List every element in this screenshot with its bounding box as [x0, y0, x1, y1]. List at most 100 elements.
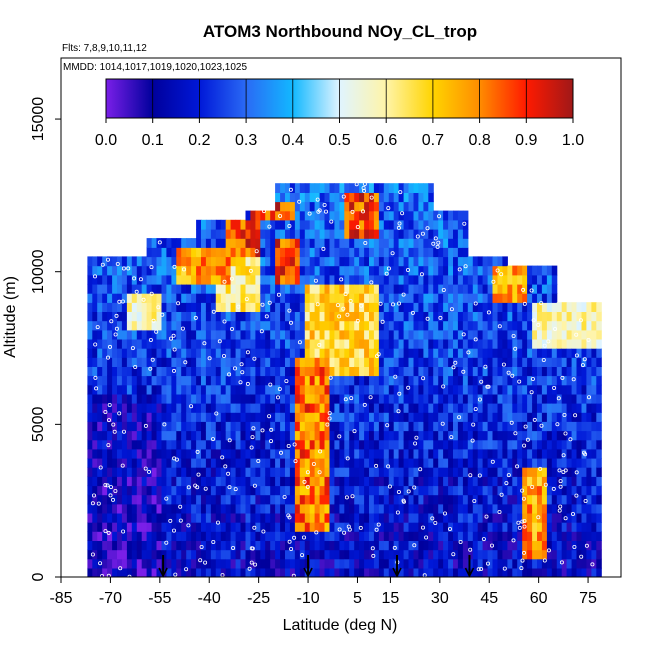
heatmap-cell — [364, 201, 370, 212]
sample-point — [574, 493, 579, 498]
heatmap-cell — [566, 540, 573, 551]
heatmap-cell — [457, 283, 464, 294]
heatmap-cell — [220, 219, 227, 230]
heatmap-cell — [240, 247, 246, 258]
heatmap-cell — [245, 467, 251, 477]
heatmap-cell — [136, 320, 143, 331]
heatmap-cell — [181, 430, 187, 441]
heatmap-cell — [107, 558, 113, 569]
heatmap-cell — [438, 302, 444, 312]
heatmap-cell — [537, 375, 543, 386]
heatmap-cell — [324, 393, 330, 404]
heatmap-cell — [497, 448, 503, 459]
heatmap-cell — [373, 439, 380, 450]
heatmap-cell — [492, 421, 498, 432]
heatmap-cell — [453, 522, 459, 532]
heatmap-cell — [487, 357, 494, 367]
heatmap-cell — [482, 421, 489, 432]
heatmap-cell — [354, 439, 360, 450]
heatmap-cell — [220, 522, 227, 532]
heatmap-cell — [571, 430, 578, 441]
heatmap-cell — [457, 302, 464, 312]
heatmap-cell — [339, 366, 345, 377]
heatmap-cell — [551, 283, 558, 294]
heatmap-cell — [141, 439, 148, 450]
heatmap-cell — [329, 219, 335, 230]
heatmap-cell — [359, 375, 365, 386]
heatmap-cell — [428, 247, 434, 258]
heatmap-cell — [196, 265, 202, 276]
heatmap-cell — [131, 357, 138, 367]
heatmap-cell — [270, 549, 276, 560]
heatmap-cell — [92, 366, 98, 377]
heatmap-cell — [181, 522, 187, 532]
heatmap-cell — [433, 558, 439, 569]
heatmap-cell — [126, 265, 133, 276]
heatmap-cell — [151, 302, 158, 312]
sample-point — [337, 434, 342, 439]
heatmap-cell — [522, 320, 528, 331]
heatmap-cell — [378, 210, 385, 221]
heatmap-cell — [304, 183, 311, 193]
heatmap-cell — [369, 210, 375, 221]
heatmap-cell — [87, 338, 93, 349]
heatmap-cell — [541, 403, 548, 413]
heatmap-cell — [255, 531, 261, 541]
heatmap-cell — [462, 403, 469, 413]
heatmap-cell — [215, 219, 222, 230]
heatmap-cell — [546, 357, 553, 367]
heatmap-cell — [344, 558, 350, 569]
heatmap-cell — [171, 512, 177, 523]
sample-point — [120, 299, 125, 304]
heatmap-cell — [517, 439, 523, 450]
heatmap-cell — [255, 219, 261, 230]
heatmap-cell — [418, 293, 424, 303]
heatmap-cell — [497, 366, 503, 377]
heatmap-cell — [428, 320, 434, 331]
heatmap-cell — [210, 512, 217, 523]
heatmap-cell — [438, 540, 444, 551]
heatmap-cell — [457, 430, 464, 441]
heatmap-cell — [497, 457, 503, 468]
heatmap-cell — [260, 210, 266, 221]
heatmap-cell — [403, 329, 410, 340]
heatmap-cell — [191, 549, 197, 560]
heatmap-cell — [393, 421, 400, 432]
heatmap-cell — [502, 320, 508, 331]
heatmap-cell — [102, 256, 108, 267]
heatmap-cell — [280, 421, 286, 432]
heatmap-cell — [428, 229, 434, 239]
heatmap-cell — [453, 293, 459, 303]
heatmap-cell — [403, 274, 410, 285]
heatmap-cell — [156, 457, 162, 468]
heatmap-cell — [191, 238, 197, 248]
heatmap-cell — [443, 384, 449, 395]
heatmap-cell — [408, 412, 414, 422]
heatmap-cell — [270, 439, 276, 450]
heatmap-cell — [512, 421, 518, 432]
heatmap-cell — [146, 329, 153, 340]
heatmap-cell — [196, 503, 202, 514]
heatmap-cell — [591, 512, 597, 523]
heatmap-cell — [334, 293, 340, 303]
heatmap-cell — [537, 531, 543, 541]
heatmap-cell — [225, 283, 232, 294]
heatmap-cell — [260, 348, 266, 358]
heatmap-cell — [462, 357, 469, 367]
heatmap-cell — [289, 494, 296, 505]
heatmap-cell — [546, 439, 553, 450]
sample-point — [341, 194, 346, 199]
sample-point — [138, 277, 143, 282]
heatmap-cell — [512, 512, 518, 523]
sample-point — [189, 404, 194, 409]
heatmap-cell — [537, 549, 543, 560]
heatmap-cell — [285, 430, 291, 441]
sample-point — [121, 266, 126, 271]
heatmap-cell — [448, 320, 454, 331]
sample-point — [250, 435, 255, 440]
heatmap-cell — [181, 503, 187, 514]
heatmap-cell — [102, 430, 108, 441]
heatmap-cell — [378, 348, 385, 358]
heatmap-cell — [546, 302, 553, 312]
